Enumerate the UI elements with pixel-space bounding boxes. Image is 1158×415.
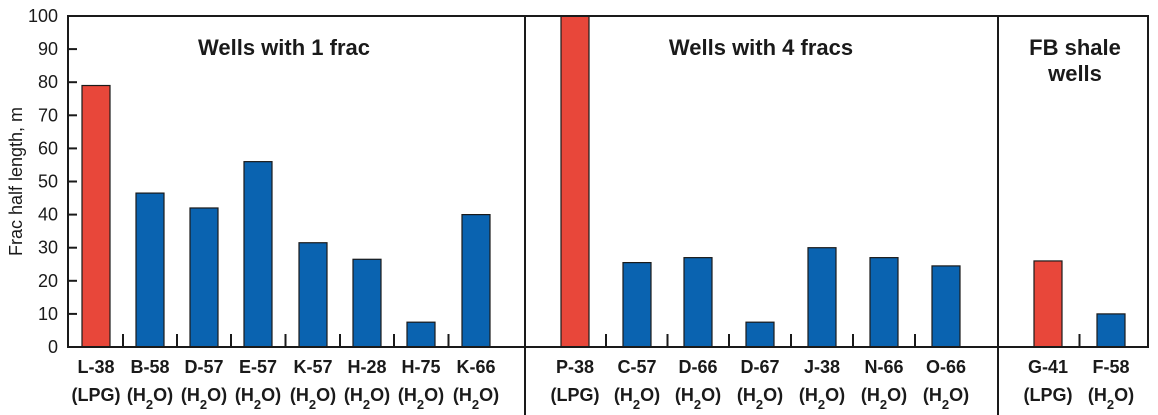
y-tick-label: 60	[38, 138, 58, 158]
bar-o-66	[931, 265, 961, 348]
x-tick-label: K-57	[293, 357, 332, 377]
x-tick-fluid-label: (H2O)	[737, 385, 783, 412]
bar-c-57	[622, 261, 652, 348]
y-tick-label: 0	[48, 337, 58, 357]
bar-f-58	[1096, 313, 1126, 348]
y-tick-label: 10	[38, 304, 58, 324]
y-tick-label: 40	[38, 205, 58, 225]
plot-border	[67, 15, 1149, 348]
x-tick-label: C-57	[617, 357, 656, 377]
x-tick-fluid-label: (H2O)	[398, 385, 444, 412]
x-tick-fluid-label: (LPG)	[1024, 385, 1073, 405]
x-tick-fluid-label: (H2O)	[453, 385, 499, 412]
x-tick-fluid-label: (H2O)	[181, 385, 227, 412]
x-axis-category-labels: L-38 (LPG) B-58 (H2O) D-57 (H2O) E-57 (H2O) K-57…	[72, 357, 1135, 412]
bar-h-75	[406, 321, 436, 348]
bar-l-38	[81, 84, 111, 348]
y-tick-label: 30	[38, 238, 58, 258]
bar-g-41	[1033, 260, 1063, 348]
x-tick-label: G-41	[1028, 357, 1068, 377]
x-tick-label: N-66	[864, 357, 903, 377]
x-tick-label: F-58	[1092, 357, 1129, 377]
y-tick-label: 20	[38, 271, 58, 291]
x-tick-fluid-label: (H2O)	[1088, 385, 1134, 412]
bar-b-58	[135, 192, 165, 348]
x-tick-label: D-67	[740, 357, 779, 377]
bar-k-66	[461, 214, 491, 348]
group-title: Wells with 1 frac	[198, 35, 370, 60]
x-tick-fluid-label: (H2O)	[861, 385, 907, 412]
y-axis-title: Frac half length, m	[6, 107, 26, 256]
y-tick-label: 100	[28, 6, 58, 26]
y-tick-label: 80	[38, 72, 58, 92]
x-tick-fluid-label: (H2O)	[290, 385, 336, 412]
y-tick-label: 50	[38, 172, 58, 192]
bar-e-57	[243, 161, 273, 348]
x-tick-label: L-38	[77, 357, 114, 377]
x-tick-label: D-66	[678, 357, 717, 377]
x-tick-label: B-58	[130, 357, 169, 377]
x-tick-fluid-label: (LPG)	[72, 385, 121, 405]
bars	[81, 15, 1126, 348]
bar-d-67	[745, 321, 775, 348]
bar-h-28	[352, 258, 382, 348]
x-tick-fluid-label: (H2O)	[799, 385, 845, 412]
x-tick-label: J-38	[804, 357, 840, 377]
y-tick-label: 70	[38, 105, 58, 125]
x-tick-label: H-75	[401, 357, 440, 377]
x-tick-fluid-label: (H2O)	[614, 385, 660, 412]
x-tick-fluid-label: (H2O)	[127, 385, 173, 412]
x-tick-fluid-label: (LPG)	[551, 385, 600, 405]
x-tick-fluid-label: (H2O)	[923, 385, 969, 412]
group-titles: Wells with 1 frac Wells with 4 fracs FB sh…	[198, 35, 1121, 86]
x-tick-fluid-label: (H2O)	[675, 385, 721, 412]
x-tick-label: P-38	[556, 357, 594, 377]
y-axis-tick-labels: 0 10 20 30 40 50 60 70 80 90 100	[28, 6, 58, 357]
plot-frame	[67, 15, 1149, 415]
bar-n-66	[869, 257, 899, 348]
x-tick-label: H-28	[347, 357, 386, 377]
bar-p-38	[560, 15, 590, 348]
group-title: Wells with 4 fracs	[669, 35, 853, 60]
x-tick-label: K-66	[456, 357, 495, 377]
x-tick-fluid-label: (H2O)	[344, 385, 390, 412]
x-tick-fluid-label: (H2O)	[235, 385, 281, 412]
x-tick-label: O-66	[926, 357, 966, 377]
x-tick-label: E-57	[239, 357, 277, 377]
bar-j-38	[807, 247, 837, 348]
bar-k-57	[298, 242, 328, 348]
x-tick-label: D-57	[184, 357, 223, 377]
bar-d-57	[189, 207, 219, 348]
bar-d-66	[683, 257, 713, 348]
group-title: FB shale wells	[1029, 35, 1121, 86]
y-tick-label: 90	[38, 39, 58, 59]
